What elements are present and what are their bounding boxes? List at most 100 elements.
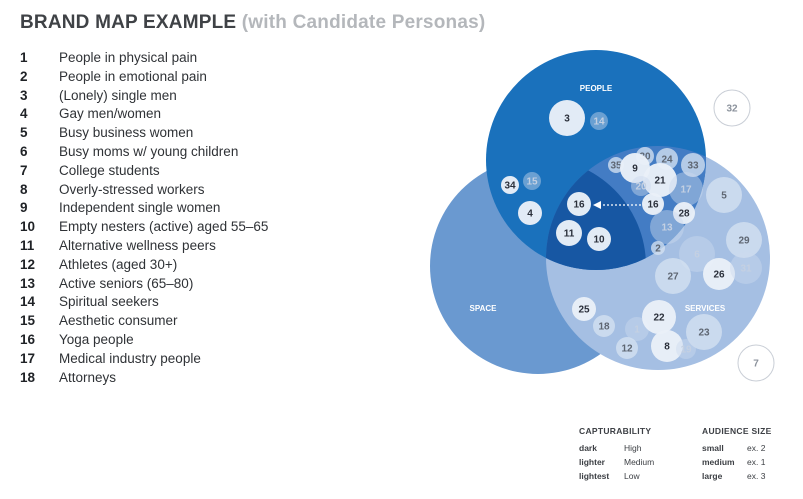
persona-number: 11 — [20, 237, 35, 253]
persona-number: 5 — [20, 125, 28, 141]
space-label: SPACE — [470, 304, 498, 313]
title-subtitle: (with Candidate Personas) — [241, 12, 486, 33]
legend-key: dark — [579, 443, 597, 453]
persona-label: Active seniors (65–80) — [59, 275, 194, 291]
persona-bubble-label: 16 — [647, 200, 659, 211]
persona-item: 10 Empty nesters (active) aged 55–65 — [20, 218, 268, 237]
persona-item: 16 Yoga people — [20, 331, 268, 350]
legend-row: dark High — [579, 441, 654, 455]
persona-bubble-label: 11 — [564, 229, 575, 240]
persona-bubble-label: 23 — [698, 328, 710, 339]
persona-bubble-label: 2 — [655, 244, 661, 255]
legend-row: lightest Low — [579, 469, 654, 483]
persona-bubble — [686, 314, 722, 350]
legend-value: ex. 2 — [747, 443, 766, 453]
persona-label: People in emotional pain — [59, 68, 207, 84]
persona-label: Attorneys — [59, 369, 117, 385]
persona-number: 17 — [20, 350, 36, 366]
persona-number: 9 — [20, 200, 28, 216]
persona-label: Yoga people — [59, 331, 134, 347]
legend-key: lighter — [579, 457, 605, 467]
services-label: SERVICES — [685, 304, 726, 313]
legend-key: lightest — [579, 471, 610, 481]
legend-value: Medium — [624, 457, 655, 467]
persona-list: 1 People in physical pain 2 People in emoti… — [20, 49, 268, 387]
persona-label: Alternative wellness peers — [59, 237, 216, 253]
persona-item: 12 Athletes (aged 30+) — [20, 256, 268, 275]
persona-bubbles: 3143530924332120175341541616281311102629… — [501, 89, 775, 382]
persona-bubble — [679, 236, 715, 272]
persona-bubble-label: 5 — [721, 191, 727, 202]
persona-item: 11 Alternative wellness peers — [20, 237, 268, 256]
persona-bubble-label: 9 — [632, 164, 638, 175]
persona-bubble-label: 35 — [610, 161, 622, 172]
persona-bubble — [501, 176, 519, 194]
persona-bubble-label: 15 — [526, 177, 538, 188]
persona-bubble-label: 29 — [738, 236, 750, 247]
legend-key: small — [702, 443, 724, 453]
persona-bubble — [655, 258, 691, 294]
persona-bubble — [726, 222, 762, 258]
persona-number: 15 — [20, 313, 36, 329]
persona-number: 18 — [20, 369, 36, 385]
persona-bubble — [620, 153, 650, 183]
persona-bubble — [713, 89, 751, 127]
persona-bubble-label: 31 — [740, 264, 752, 275]
persona-number: 7 — [20, 162, 28, 178]
persona-bubble — [518, 201, 542, 225]
persona-number: 16 — [20, 331, 36, 347]
legend-value: Low — [624, 471, 640, 481]
persona-label: Overly-stressed workers — [59, 181, 205, 197]
persona-bubble — [523, 172, 541, 190]
persona-label: Spiritual seekers — [59, 294, 159, 310]
persona-number: 3 — [20, 87, 28, 103]
persona-label: Busy business women — [59, 125, 194, 141]
persona-bubble — [730, 252, 762, 284]
persona-item: 4 Gay men/women — [20, 105, 268, 124]
legend-key: medium — [702, 457, 735, 467]
persona-item: 17 Medical industry people — [20, 350, 268, 369]
persona-item: 15 Aesthetic consumer — [20, 312, 268, 331]
persona-bubble-label: 22 — [653, 313, 665, 324]
persona-label: College students — [59, 162, 160, 178]
legend-key: large — [702, 471, 723, 481]
persona-number: 8 — [20, 181, 28, 197]
persona-bubble-label: 18 — [598, 322, 610, 333]
persona-item: 5 Busy business women — [20, 124, 268, 143]
persona-number: 12 — [20, 256, 36, 272]
persona-label: Medical industry people — [59, 350, 201, 366]
persona-bubble — [556, 220, 582, 246]
persona-bubble-label: 14 — [593, 117, 605, 128]
persona-bubble-label: 34 — [504, 181, 516, 192]
persona-bubble-label: 32 — [726, 104, 738, 115]
persona-item: 1 People in physical pain — [20, 49, 268, 68]
audience-size-legend: AUDIENCE SIZE small ex. 2 medium ex. 1 lar… — [702, 426, 772, 483]
persona-item: 7 College students — [20, 162, 268, 181]
persona-number: 14 — [20, 294, 36, 310]
persona-label: Busy moms w/ young children — [59, 143, 239, 159]
persona-item: 18 Attorneys — [20, 369, 268, 388]
persona-bubble — [593, 315, 615, 337]
persona-label: Gay men/women — [59, 106, 162, 122]
persona-item: 9 Independent single women — [20, 199, 268, 218]
capturability-legend: CAPTURABILITY dark High lighter Medium lig… — [579, 426, 654, 483]
legend-value: High — [624, 443, 642, 453]
persona-bubble-label: 28 — [678, 209, 690, 220]
title-main: BRAND MAP EXAMPLE — [20, 12, 237, 33]
persona-bubble-label: 6 — [694, 250, 700, 261]
legend-row: medium ex. 1 — [702, 455, 772, 469]
persona-label: Empty nesters (active) aged 55–65 — [59, 219, 269, 235]
page-title: BRAND MAP EXAMPLE (with Candidate Person… — [20, 12, 485, 34]
persona-bubble-label: 13 — [661, 223, 673, 234]
legend-row: large ex. 3 — [702, 469, 772, 483]
people-label: PEOPLE — [580, 84, 613, 93]
persona-bubble — [669, 172, 703, 206]
persona-bubble-label: 19 — [680, 345, 692, 356]
persona-bubble-label: 1 — [634, 325, 640, 336]
persona-item: 14 Spiritual seekers — [20, 293, 268, 312]
persona-item: 6 Busy moms w/ young children — [20, 143, 268, 162]
persona-bubble-label: 21 — [654, 176, 666, 187]
persona-item: 13 Active seniors (65–80) — [20, 275, 268, 294]
persona-number: 10 — [20, 219, 36, 235]
persona-number: 1 — [20, 50, 28, 65]
